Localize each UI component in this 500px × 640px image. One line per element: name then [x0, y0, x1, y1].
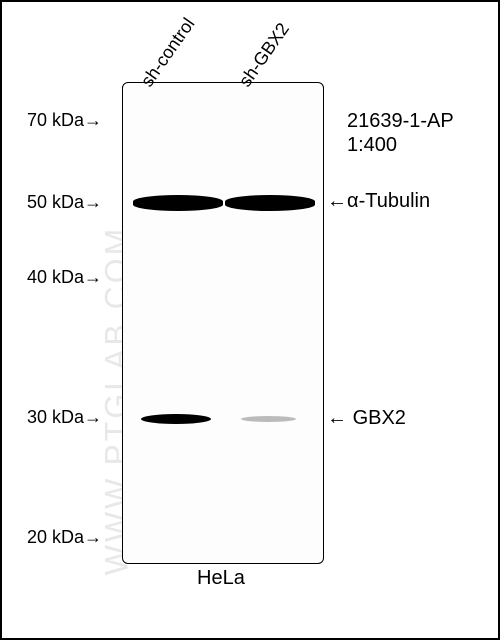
mw-50: 50 kDa→ — [12, 192, 102, 213]
mw-70-text: 70 kDa — [27, 110, 84, 130]
band-gbx2-lane2 — [241, 416, 296, 422]
label-tubulin-text: α-Tubulin — [347, 190, 430, 212]
mw-30-text: 30 kDa — [27, 407, 84, 427]
mw-40: 40 kDa→ — [12, 267, 102, 288]
figure-container: WWW.PTGLAB.COM sh-control sh-GBX2 70 kDa… — [0, 0, 500, 640]
mw-40-text: 40 kDa — [27, 267, 84, 287]
lane-label-gbx2: sh-GBX2 — [235, 19, 294, 91]
mw-50-text: 50 kDa — [27, 192, 84, 212]
mw-70: 70 kDa→ — [12, 110, 102, 131]
mw-30: 30 kDa→ — [12, 407, 102, 428]
mw-20: 20 kDa→ — [12, 527, 102, 548]
label-tubulin: ←α-Tubulin — [327, 190, 430, 213]
label-gbx2-text: GBX2 — [353, 407, 406, 429]
blot-membrane — [122, 82, 324, 564]
cell-line-label: HeLa — [197, 567, 245, 590]
band-tubulin-lane1 — [133, 195, 223, 211]
lane-label-control: sh-control — [137, 14, 200, 91]
band-tubulin-lane2 — [225, 195, 315, 211]
dilution: 1:400 — [347, 134, 397, 157]
band-gbx2-lane1 — [141, 414, 211, 424]
label-gbx2: ← GBX2 — [327, 407, 406, 430]
catalog-number: 21639-1-AP — [347, 110, 454, 133]
mw-20-text: 20 kDa — [27, 527, 84, 547]
